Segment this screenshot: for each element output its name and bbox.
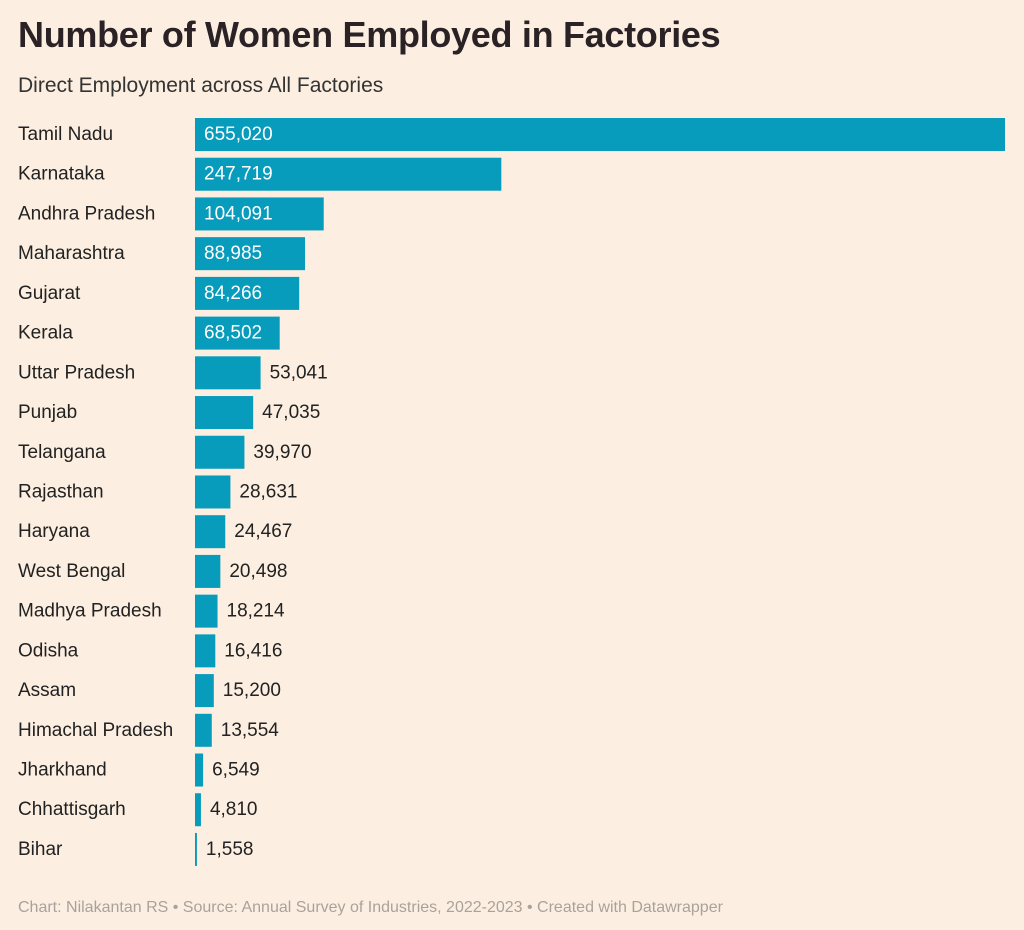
value-label: 53,041 (270, 362, 328, 383)
bar (195, 276, 300, 310)
category-label: Gujarat (18, 283, 81, 304)
value-label: 247,719 (204, 164, 273, 185)
category-label: Assam (18, 680, 76, 701)
bar (195, 674, 214, 708)
category-label: Karnataka (18, 164, 105, 185)
bar (195, 475, 231, 509)
chart-footer: Chart: Nilakantan RS • Source: Annual Su… (18, 899, 723, 916)
category-label: Kerala (18, 323, 73, 344)
bar-row: Uttar Pradesh 53,041 (18, 356, 328, 390)
bar (195, 118, 1005, 151)
bar-row: Rajasthan 28,631 (18, 475, 298, 509)
bar (195, 713, 212, 747)
bar-row: Karnataka 247,719 (18, 157, 502, 191)
bar-row: Jharkhand 6,549 (18, 753, 260, 787)
bar-row: Tamil Nadu 655,020 (18, 118, 1005, 151)
category-label: Rajasthan (18, 481, 104, 502)
value-label: 4,810 (210, 799, 258, 820)
bar (195, 396, 254, 430)
bar-row: Bihar 1,558 (18, 832, 254, 866)
bar-row: Assam 15,200 (18, 674, 281, 708)
bar (195, 197, 324, 231)
value-label: 18,214 (227, 601, 286, 622)
category-label: Himachal Pradesh (18, 720, 173, 741)
value-label: 39,970 (253, 442, 311, 463)
category-label: Jharkhand (18, 760, 107, 781)
bar (195, 634, 216, 668)
value-label: 16,416 (224, 640, 282, 661)
chart-title: Number of Women Employed in Factories (18, 14, 721, 55)
value-label: 88,985 (204, 243, 262, 264)
bar (195, 753, 204, 787)
bar-row: Punjab 47,035 (18, 396, 320, 430)
value-label: 104,091 (204, 203, 273, 224)
bar-row: Odisha 16,416 (18, 634, 282, 668)
category-label: Andhra Pradesh (18, 203, 155, 224)
bar-row: Maharashtra 88,985 (18, 237, 306, 271)
bar-row: Chhattisgarh 4,810 (18, 793, 258, 827)
value-label: 20,498 (229, 561, 287, 582)
bar (195, 356, 261, 390)
bar (195, 832, 197, 866)
bar-row: Madhya Pradesh 18,214 (18, 594, 286, 628)
bar-row: Andhra Pradesh 104,091 (18, 197, 324, 231)
bar (195, 237, 306, 271)
value-label: 24,467 (234, 521, 292, 542)
category-label: Odisha (18, 640, 79, 661)
bar-row: Kerala 68,502 (18, 316, 280, 350)
value-label: 15,200 (223, 680, 281, 701)
category-label: Telangana (18, 442, 106, 463)
bar (195, 157, 502, 191)
bar-row: Haryana 24,467 (18, 515, 292, 549)
bar (195, 554, 221, 588)
chart-subtitle: Direct Employment across All Factories (18, 74, 384, 97)
bar (195, 594, 218, 628)
bar (195, 793, 201, 827)
value-label: 28,631 (239, 481, 297, 502)
bar-row: West Bengal 20,498 (18, 554, 287, 588)
value-label: 1,558 (206, 839, 254, 860)
category-label: Haryana (18, 521, 90, 542)
category-label: Maharashtra (18, 243, 125, 264)
category-label: West Bengal (18, 561, 125, 582)
bar-row: Himachal Pradesh 13,554 (18, 713, 280, 747)
category-label: Uttar Pradesh (18, 362, 135, 383)
category-label: Madhya Pradesh (18, 601, 162, 622)
value-label: 68,502 (204, 323, 262, 344)
category-label: Tamil Nadu (18, 124, 113, 145)
value-label: 84,266 (204, 283, 262, 304)
bar (195, 515, 226, 549)
value-label: 13,554 (221, 720, 280, 741)
value-label: 655,020 (204, 124, 273, 145)
bar-row: Gujarat 84,266 (18, 276, 300, 310)
category-label: Punjab (18, 402, 77, 423)
category-label: Chhattisgarh (18, 799, 126, 820)
bar (195, 316, 280, 350)
value-label: 47,035 (262, 402, 320, 423)
bar-row: Telangana 39,970 (18, 435, 312, 469)
value-label: 6,549 (212, 760, 260, 781)
category-label: Bihar (18, 839, 63, 860)
bar (195, 435, 245, 469)
